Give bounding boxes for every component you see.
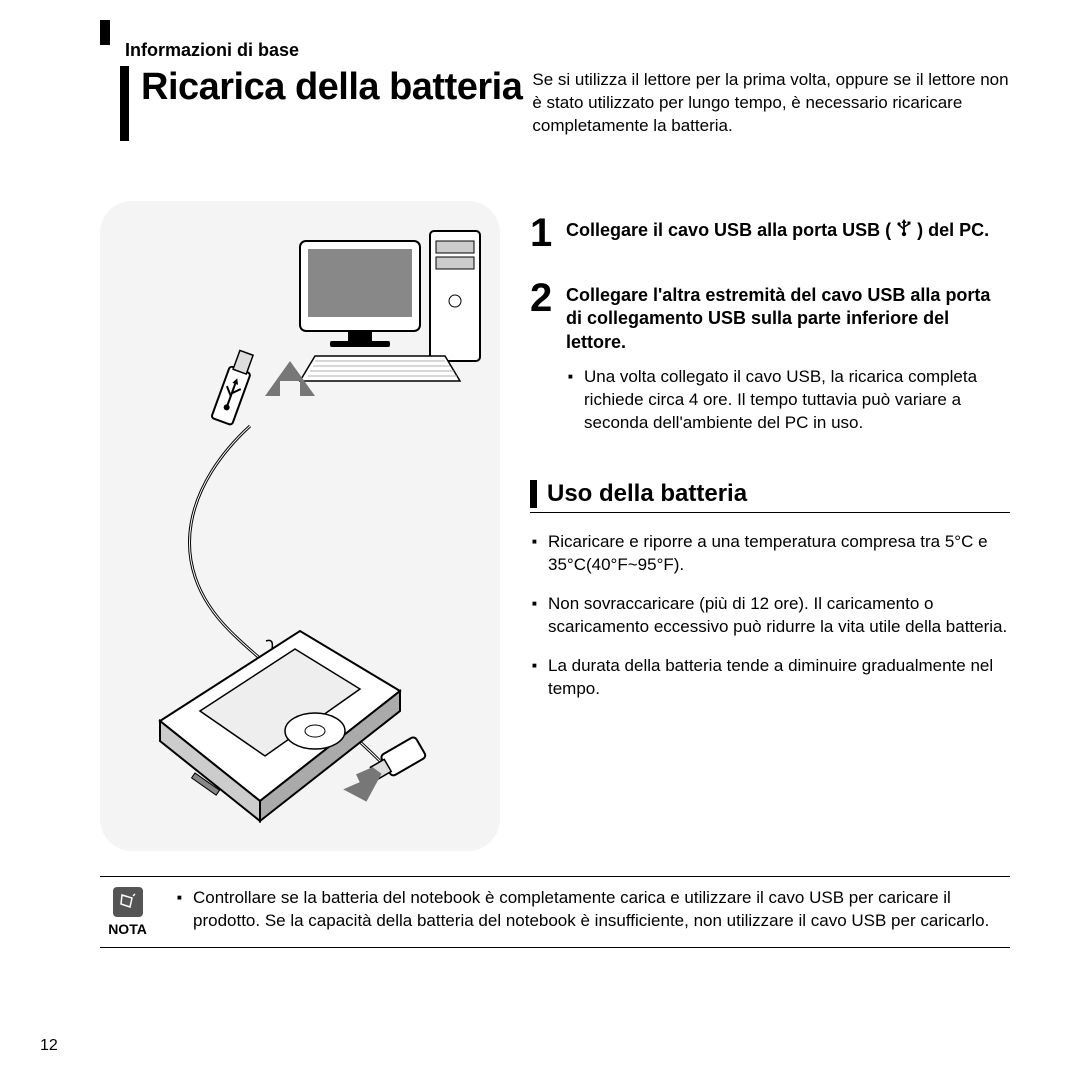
note-label: NOTA [100,921,155,937]
section-bar [530,480,537,508]
note-text: Controllare se la batteria del notebook … [193,887,1010,933]
step-1: 1 Collegare il cavo USB alla porta USB ( [530,213,1010,253]
illustration [100,201,500,851]
page-title: Ricarica della batteria [141,66,522,109]
note-icon [113,887,143,917]
note-box: NOTA Controllare se la batteria del note… [100,876,1010,948]
step-detail-list: Una volta collegato il cavo USB, la rica… [566,366,1010,435]
section-header: Uso della batteria [530,480,1010,513]
intro-text: Se si utilizza il lettore per la prima v… [532,66,1010,138]
right-column: 1 Collegare il cavo USB alla porta USB ( [530,201,1010,851]
step-detail-item: Una volta collegato il cavo USB, la rica… [584,366,1010,435]
step-title: Collegare l'altra estremità del cavo USB… [566,284,1010,354]
usb-icon [896,219,912,243]
step-2: 2 Collegare l'altra estremità del cavo U… [530,278,1010,445]
note-body: Controllare se la batteria del notebook … [155,887,1010,933]
step-number: 1 [530,213,566,253]
usage-item: La durata della batteria tende a diminui… [548,655,1010,701]
usage-list: Ricaricare e riporre a una temperatura c… [530,531,1010,701]
page-number: 12 [40,1037,58,1055]
content-area: 1 Collegare il cavo USB alla porta USB ( [100,201,1010,851]
step-number: 2 [530,278,566,445]
title-bar [120,66,129,141]
side-marker [100,20,110,45]
section-title: Uso della batteria [547,480,747,508]
step-title: Collegare il cavo USB alla porta USB ( [566,219,1010,243]
note-label-block: NOTA [100,887,155,937]
page-header: Ricarica della batteria Se si utilizza i… [120,66,1010,141]
breadcrumb: Informazioni di base [125,40,1010,61]
step1-pre: Collegare il cavo USB alla porta USB ( [566,220,891,240]
step1-post: ) del PC. [917,220,989,240]
usage-item: Ricaricare e riporre a una temperatura c… [548,531,1010,577]
usage-item: Non sovraccaricare (più di 12 ore). Il c… [548,593,1010,639]
